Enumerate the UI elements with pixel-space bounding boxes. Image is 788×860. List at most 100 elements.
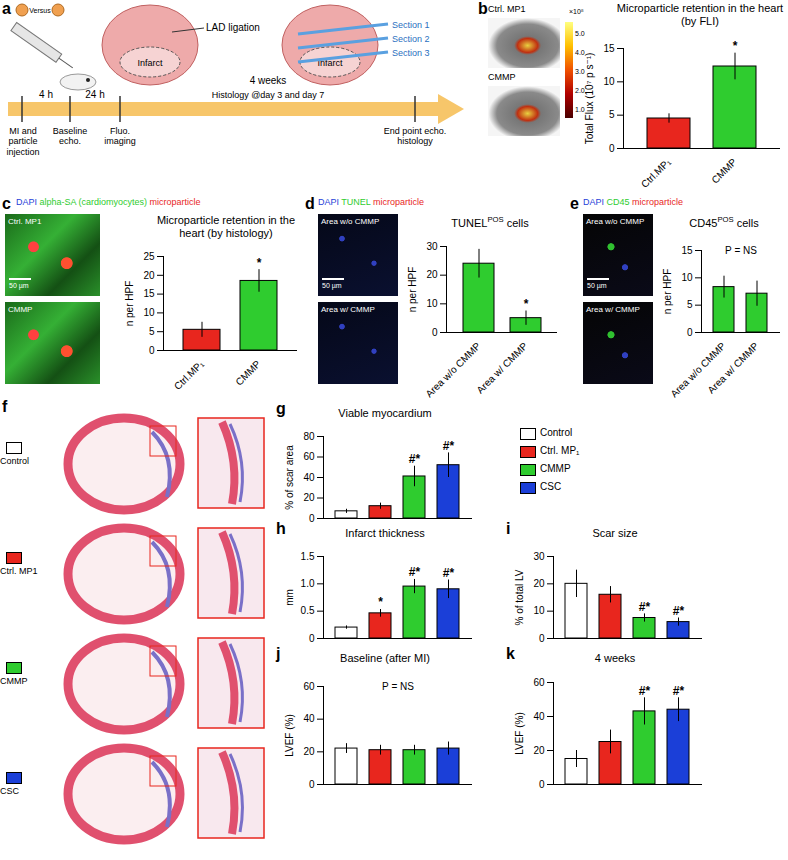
svg-text:60: 60 [303, 451, 315, 462]
svg-text:15: 15 [143, 288, 155, 299]
svg-text:10: 10 [533, 605, 545, 616]
svg-text:25: 25 [143, 251, 155, 262]
svg-text:#*: #* [673, 604, 685, 618]
svg-text:Section 1: Section 1 [392, 20, 430, 30]
svg-text:#*: #* [639, 600, 651, 614]
svg-text:20: 20 [143, 270, 155, 281]
html-text:e DAPI CD45 microparticle: e DAPI CD45 microparticle [570, 195, 683, 212]
svg-text:Section 3: Section 3 [392, 48, 430, 58]
svg-text:0: 0 [432, 327, 438, 338]
svg-text:15: 15 [603, 43, 615, 54]
html-text:MI and particle injection: MI and particle injection [6, 126, 40, 157]
svg-text:40: 40 [303, 472, 315, 483]
svg-text:0: 0 [687, 327, 693, 338]
svg-text:% of scar area: % of scar area [284, 445, 295, 510]
svg-text:#*: #* [443, 566, 455, 580]
svg-text:LAD ligation: LAD ligation [206, 22, 260, 33]
svg-text:0: 0 [309, 513, 315, 524]
html-text:End point echo. histology: End point echo. histology [383, 126, 447, 147]
svg-text:CMMP: CMMP [233, 358, 263, 388]
svg-text:0: 0 [539, 633, 545, 644]
svg-text:Ctrl.MP₁: Ctrl.MP₁ [639, 156, 673, 190]
svg-text:4 h: 4 h [39, 89, 53, 100]
svg-text:20: 20 [303, 492, 315, 503]
html-text:CMMP: CMMP [540, 463, 571, 474]
svg-text:4 weeks: 4 weeks [250, 75, 287, 86]
svg-text:0: 0 [309, 633, 315, 644]
html-text:Viable myocardium: Viable myocardium [338, 407, 432, 419]
html-text:Baseline echo.: Baseline echo. [52, 126, 88, 147]
svg-text:*: * [524, 297, 529, 311]
svg-text:80: 80 [303, 431, 315, 442]
svg-text:Area w/ CMMP: Area w/ CMMP [705, 340, 761, 396]
html-text:Scar size: Scar size [592, 527, 638, 539]
svg-text:40: 40 [303, 713, 315, 724]
html-text:CD45POScells: CD45POScells [689, 215, 759, 229]
html-text:Control: Control [540, 427, 573, 438]
svg-text:20: 20 [533, 578, 545, 589]
html-text:bCtrl. MP1: bCtrl. MP1 [478, 0, 526, 17]
svg-text:5: 5 [609, 109, 615, 120]
svg-text:Section 2: Section 2 [392, 34, 430, 44]
svg-text:40: 40 [533, 711, 545, 722]
svg-text:Area w/o CMMP: Area w/o CMMP [423, 340, 482, 399]
svg-text:0: 0 [609, 143, 615, 154]
svg-text:LVEF (%): LVEF (%) [284, 714, 295, 757]
svg-text:10: 10 [143, 307, 155, 318]
svg-text:30: 30 [426, 241, 438, 252]
svg-text:*: * [257, 256, 262, 270]
svg-text:*: * [378, 595, 383, 609]
svg-text:1.0: 1.0 [301, 578, 315, 589]
svg-text:0: 0 [149, 345, 155, 356]
svg-text:LVEF (%): LVEF (%) [514, 712, 525, 755]
svg-text:n per HPF: n per HPF [124, 281, 135, 327]
svg-text:30: 30 [533, 551, 545, 562]
svg-text:0: 0 [539, 779, 545, 790]
html-text:Fluo. imaging: Fluo. imaging [104, 126, 136, 147]
svg-text:20: 20 [426, 269, 438, 280]
html-text:Ctrl. MP₁: Ctrl. MP₁ [540, 445, 580, 456]
svg-text:24 h: 24 h [85, 89, 104, 100]
svg-text:5: 5 [687, 299, 693, 310]
svg-text:0: 0 [309, 779, 315, 790]
svg-text:Area w/ CMMP: Area w/ CMMP [474, 340, 530, 396]
svg-text:P = NS: P = NS [725, 245, 757, 256]
svg-text:#*: #* [673, 684, 685, 698]
svg-text:Versus: Versus [29, 7, 51, 14]
svg-text:60: 60 [533, 677, 545, 688]
html-text:d DAPI TUNEL microparticle: d DAPI TUNEL microparticle [305, 195, 424, 212]
svg-text:% of total LV: % of total LV [514, 569, 525, 625]
svg-text:60: 60 [303, 681, 315, 692]
svg-text:#*: #* [443, 439, 455, 453]
html-text:TUNELPOScells: TUNELPOScells [451, 215, 529, 229]
svg-text:n per HPF: n per HPF [662, 269, 673, 315]
svg-text:#*: #* [639, 684, 651, 698]
svg-text:0.5: 0.5 [301, 605, 315, 616]
html-text:4 weeks: 4 weeks [594, 652, 636, 664]
html-text:Infarct thickness: Infarct thickness [345, 527, 425, 539]
html-text:Microparticle retention in the: Microparticle retention in the heart (by… [156, 214, 296, 239]
svg-text:Total Flux (10⁷ p s⁻¹): Total Flux (10⁷ p s⁻¹) [584, 53, 595, 145]
svg-text:20: 20 [303, 746, 315, 757]
svg-text:15: 15 [681, 245, 693, 256]
svg-text:20: 20 [533, 745, 545, 756]
svg-text:n per HPF: n per HPF [407, 267, 418, 313]
svg-text:mm: mm [284, 589, 295, 606]
svg-text:10: 10 [681, 272, 693, 283]
html-text:Baseline (after MI): Baseline (after MI) [340, 652, 430, 664]
svg-text:Ctrl.MP₁: Ctrl.MP₁ [172, 358, 206, 392]
svg-text:#*: #* [409, 452, 421, 466]
svg-text:*: * [733, 39, 738, 53]
svg-text:Infarct: Infarct [137, 58, 163, 68]
svg-text:10: 10 [426, 298, 438, 309]
svg-text:5: 5 [149, 326, 155, 337]
svg-text:P = NS: P = NS [382, 681, 414, 692]
svg-text:Area w/o CMMP: Area w/o CMMP [668, 340, 727, 399]
svg-text:1.5: 1.5 [301, 551, 315, 562]
svg-text:Histology @day 3 and day 7: Histology @day 3 and day 7 [212, 90, 325, 100]
svg-text:CMMP: CMMP [709, 156, 739, 186]
html-text:Microparticle retention in the: Microparticle retention in the heart (by… [616, 2, 784, 27]
svg-text:10: 10 [603, 76, 615, 87]
svg-text:#*: #* [409, 565, 421, 579]
html-text:c DAPI alpha-SA (cardiomyocyte: c DAPI alpha-SA (cardiomyocytes) micropa… [2, 195, 201, 212]
